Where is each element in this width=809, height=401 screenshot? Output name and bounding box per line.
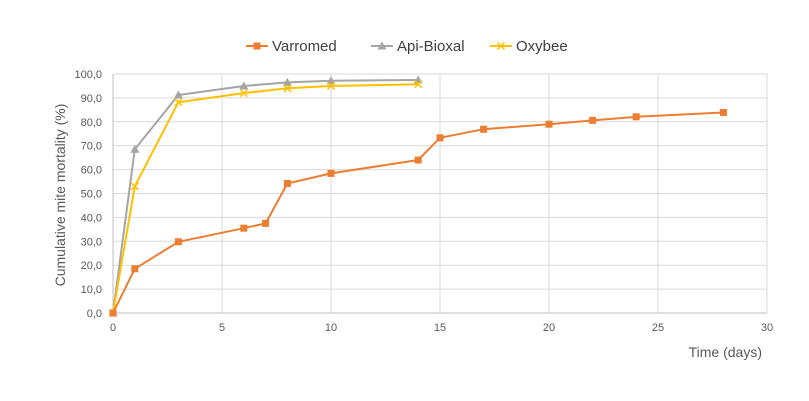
data-point (131, 265, 139, 273)
x-tick-label: 25 (652, 322, 664, 334)
data-point (130, 182, 139, 191)
legend: Varromed Api-Bioxal Oxybee (246, 38, 568, 55)
legend-marker (253, 42, 261, 50)
data-point (283, 179, 291, 187)
legend-item-api-bioxal: Api-Bioxal (371, 38, 465, 55)
y-tick-label: 80,0 (81, 117, 102, 129)
data-point (282, 77, 292, 86)
series-api-bioxal (108, 75, 423, 317)
data-point (589, 116, 597, 124)
x-tick-label: 15 (434, 322, 446, 334)
x-tick-label: 20 (543, 322, 555, 334)
x-tick-label: 5 (219, 322, 225, 334)
data-point (719, 108, 727, 116)
legend-marker (377, 41, 387, 50)
data-point (632, 113, 640, 121)
data-point (414, 80, 423, 89)
data-point (109, 309, 117, 317)
x-tick-label: 0 (110, 322, 116, 334)
data-point (283, 84, 292, 93)
data-point (326, 81, 336, 90)
y-tick-label: 0,0 (87, 308, 102, 320)
data-point (239, 89, 248, 98)
grid-lines (113, 73, 768, 313)
legend-item-varromed: Varromed (246, 38, 337, 55)
y-tick-label: 100,0 (74, 69, 102, 81)
legend-item-oxybee: Oxybee (490, 38, 568, 55)
data-point (174, 98, 183, 107)
data-point (240, 224, 248, 232)
y-tick-label: 90,0 (81, 93, 102, 105)
data-point (262, 219, 270, 227)
data-point (545, 120, 553, 128)
y-tick-label: 60,0 (81, 165, 102, 177)
data-point (436, 134, 444, 142)
data-point (326, 76, 336, 85)
series-oxybee (108, 80, 423, 318)
y-tick-label: 30,0 (81, 236, 102, 248)
y-tick-label: 20,0 (81, 260, 102, 272)
data-point (414, 156, 422, 164)
legend-label: Varromed (272, 38, 337, 55)
data-point (173, 90, 183, 99)
data-point (480, 125, 488, 133)
data-point (130, 144, 140, 153)
data-point (327, 169, 335, 177)
legend-label: Oxybee (516, 38, 568, 55)
x-axis-title: Time (days) (689, 344, 762, 360)
legend-marker (496, 41, 506, 51)
legend-label: Api-Bioxal (397, 38, 465, 55)
data-point (174, 238, 182, 246)
x-tick-labels: 0 5 10 15 20 25 30 (110, 322, 773, 334)
series-group (108, 75, 727, 318)
series-varromed (109, 108, 727, 317)
x-tick-label: 10 (325, 322, 337, 334)
data-point (239, 81, 249, 90)
y-tick-label: 10,0 (81, 284, 102, 296)
y-tick-label: 70,0 (81, 141, 102, 153)
axes (112, 74, 767, 314)
y-tick-label: 40,0 (81, 212, 102, 224)
x-tick-label: 30 (761, 322, 773, 334)
y-tick-label: 50,0 (81, 189, 102, 201)
y-tick-labels: 0,0 10,0 20,0 30,0 40,0 50,0 60,0 70,0 80,0 90,0 1… (74, 69, 102, 320)
y-axis-title: Cumulative mite mortality (%) (52, 104, 68, 287)
series-line (112, 111, 724, 314)
series-line (112, 79, 419, 314)
